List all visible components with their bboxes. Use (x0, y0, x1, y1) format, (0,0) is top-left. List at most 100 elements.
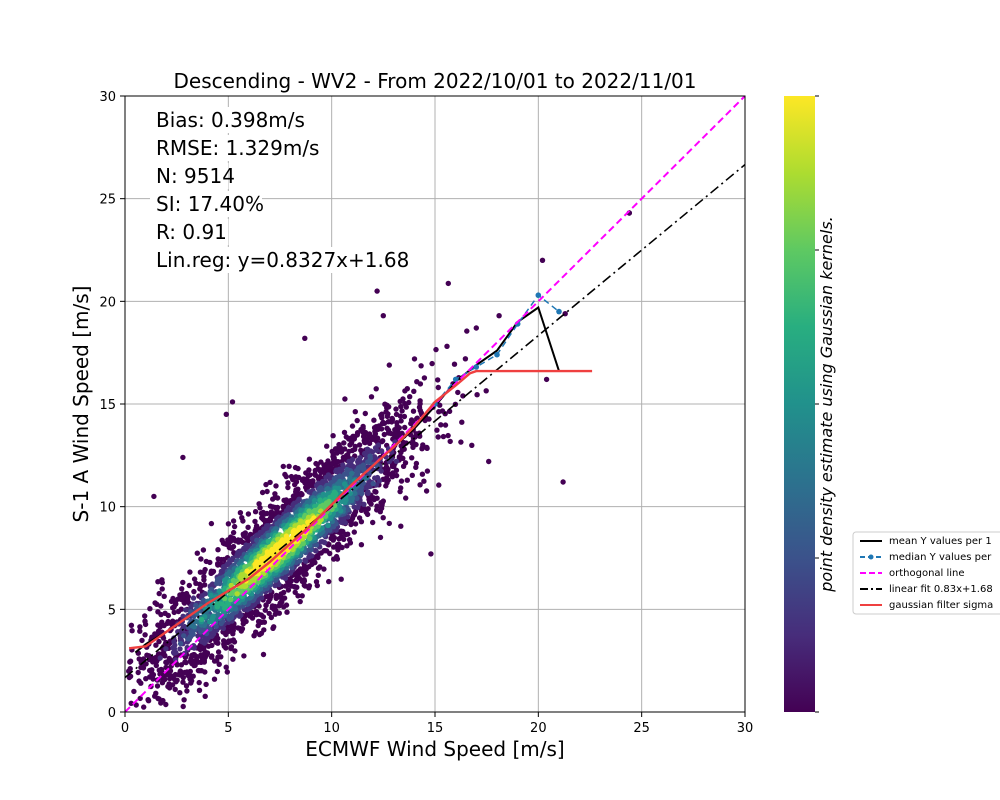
scatter-point (313, 579, 320, 585)
scatter-point (392, 427, 398, 433)
scatter-point (560, 479, 566, 485)
scatter-point (347, 442, 353, 448)
scatter-point (223, 664, 229, 670)
scatter-point (155, 579, 161, 585)
scatter-point (373, 386, 379, 392)
scatter-point (373, 489, 379, 495)
scatter-point (259, 489, 266, 496)
stat-line: Lin.reg: y=0.8327x+1.68 (156, 248, 409, 272)
scatter-point (184, 688, 190, 694)
scatter-point (193, 580, 199, 586)
scatter-point (180, 679, 186, 685)
stat-line: SI: 17.40% (156, 192, 264, 216)
scatter-point (418, 410, 424, 416)
scatter-point (445, 432, 451, 439)
scatter-point (228, 596, 234, 603)
scatter-point (299, 491, 305, 498)
scatter-point (285, 484, 291, 491)
scatter-point (225, 638, 232, 644)
scatter-point (301, 577, 307, 583)
scatter-point (392, 431, 398, 437)
scatter-point (216, 588, 223, 594)
scatter-point (363, 475, 370, 481)
legend-box (852, 531, 1000, 615)
scatter-point (232, 595, 239, 601)
scatter-point (127, 659, 133, 665)
scatter-point (338, 449, 345, 455)
scatter-point (336, 503, 343, 510)
scatter-point (375, 442, 382, 448)
scatter-point (398, 523, 404, 529)
scatter-point (201, 569, 207, 575)
scatter-point (196, 679, 202, 686)
scatter-point (299, 593, 305, 599)
scatter-point (409, 472, 415, 478)
stat-background (150, 191, 262, 217)
scatter-point (187, 569, 193, 575)
scatter-point (234, 591, 240, 597)
scatter-point (281, 595, 288, 601)
scatter-point (374, 435, 381, 442)
scatter-density-cloud (126, 210, 632, 710)
scatter-point (462, 356, 469, 362)
scatter-point (323, 474, 329, 481)
scatter-point (367, 453, 373, 459)
scatter-point (436, 482, 442, 488)
scatter-point (226, 569, 233, 575)
scatter-point (380, 313, 386, 319)
scatter-point (131, 688, 137, 695)
scatter-point (446, 408, 453, 414)
scatter-point (229, 544, 235, 551)
scatter-point (168, 673, 175, 679)
scatter-point (319, 487, 326, 493)
scatter-point (141, 704, 147, 710)
scatter-point (143, 661, 149, 667)
scatter-point (161, 593, 167, 599)
scatter-point (140, 665, 147, 671)
scatter-point (297, 598, 303, 605)
scatter-point (285, 587, 292, 593)
scatter-point (364, 511, 371, 518)
scatter-point (216, 600, 222, 607)
x-tick-label: 15 (427, 721, 444, 736)
scatter-point (306, 554, 312, 560)
scatter-point (402, 388, 408, 394)
scatter-point (283, 500, 290, 506)
scatter-point (198, 616, 205, 623)
scatter-point (214, 579, 220, 585)
scatter-point (341, 429, 348, 436)
scatter-point (370, 519, 376, 526)
scatter-point (158, 603, 164, 609)
scatter-point (163, 701, 169, 708)
scatter-point (286, 463, 292, 469)
scatter-point (180, 454, 186, 461)
scatter-point (400, 396, 406, 402)
scatter-point (400, 463, 407, 469)
scatter-point (403, 404, 409, 410)
stat-line: R: 0.91 (156, 220, 227, 244)
scatter-point (228, 582, 234, 589)
scatter-point (153, 642, 159, 648)
scatter-point (444, 343, 450, 349)
x-tick-label: 5 (224, 721, 232, 736)
scatter-point (473, 325, 479, 331)
scatter-point (156, 667, 162, 673)
scatter-point (410, 444, 416, 450)
scatter-point (181, 600, 188, 606)
scatter-point (379, 502, 385, 508)
y-tick-label: 0 (108, 706, 116, 721)
scatter-point (159, 586, 165, 592)
scatter-point (455, 389, 461, 396)
scatter-point (428, 551, 434, 557)
chart-title: Descending - WV2 - From 2022/10/01 to 20… (173, 69, 696, 93)
scatter-point (154, 683, 161, 689)
scatter-point (278, 591, 284, 597)
scatter-point (230, 577, 237, 584)
stat-line: N: 9514 (156, 164, 235, 188)
scatter-point (458, 439, 464, 445)
scatter-point (372, 475, 378, 481)
median-marker (452, 376, 459, 383)
scatter-point (178, 606, 184, 612)
scatter-point (312, 507, 318, 514)
